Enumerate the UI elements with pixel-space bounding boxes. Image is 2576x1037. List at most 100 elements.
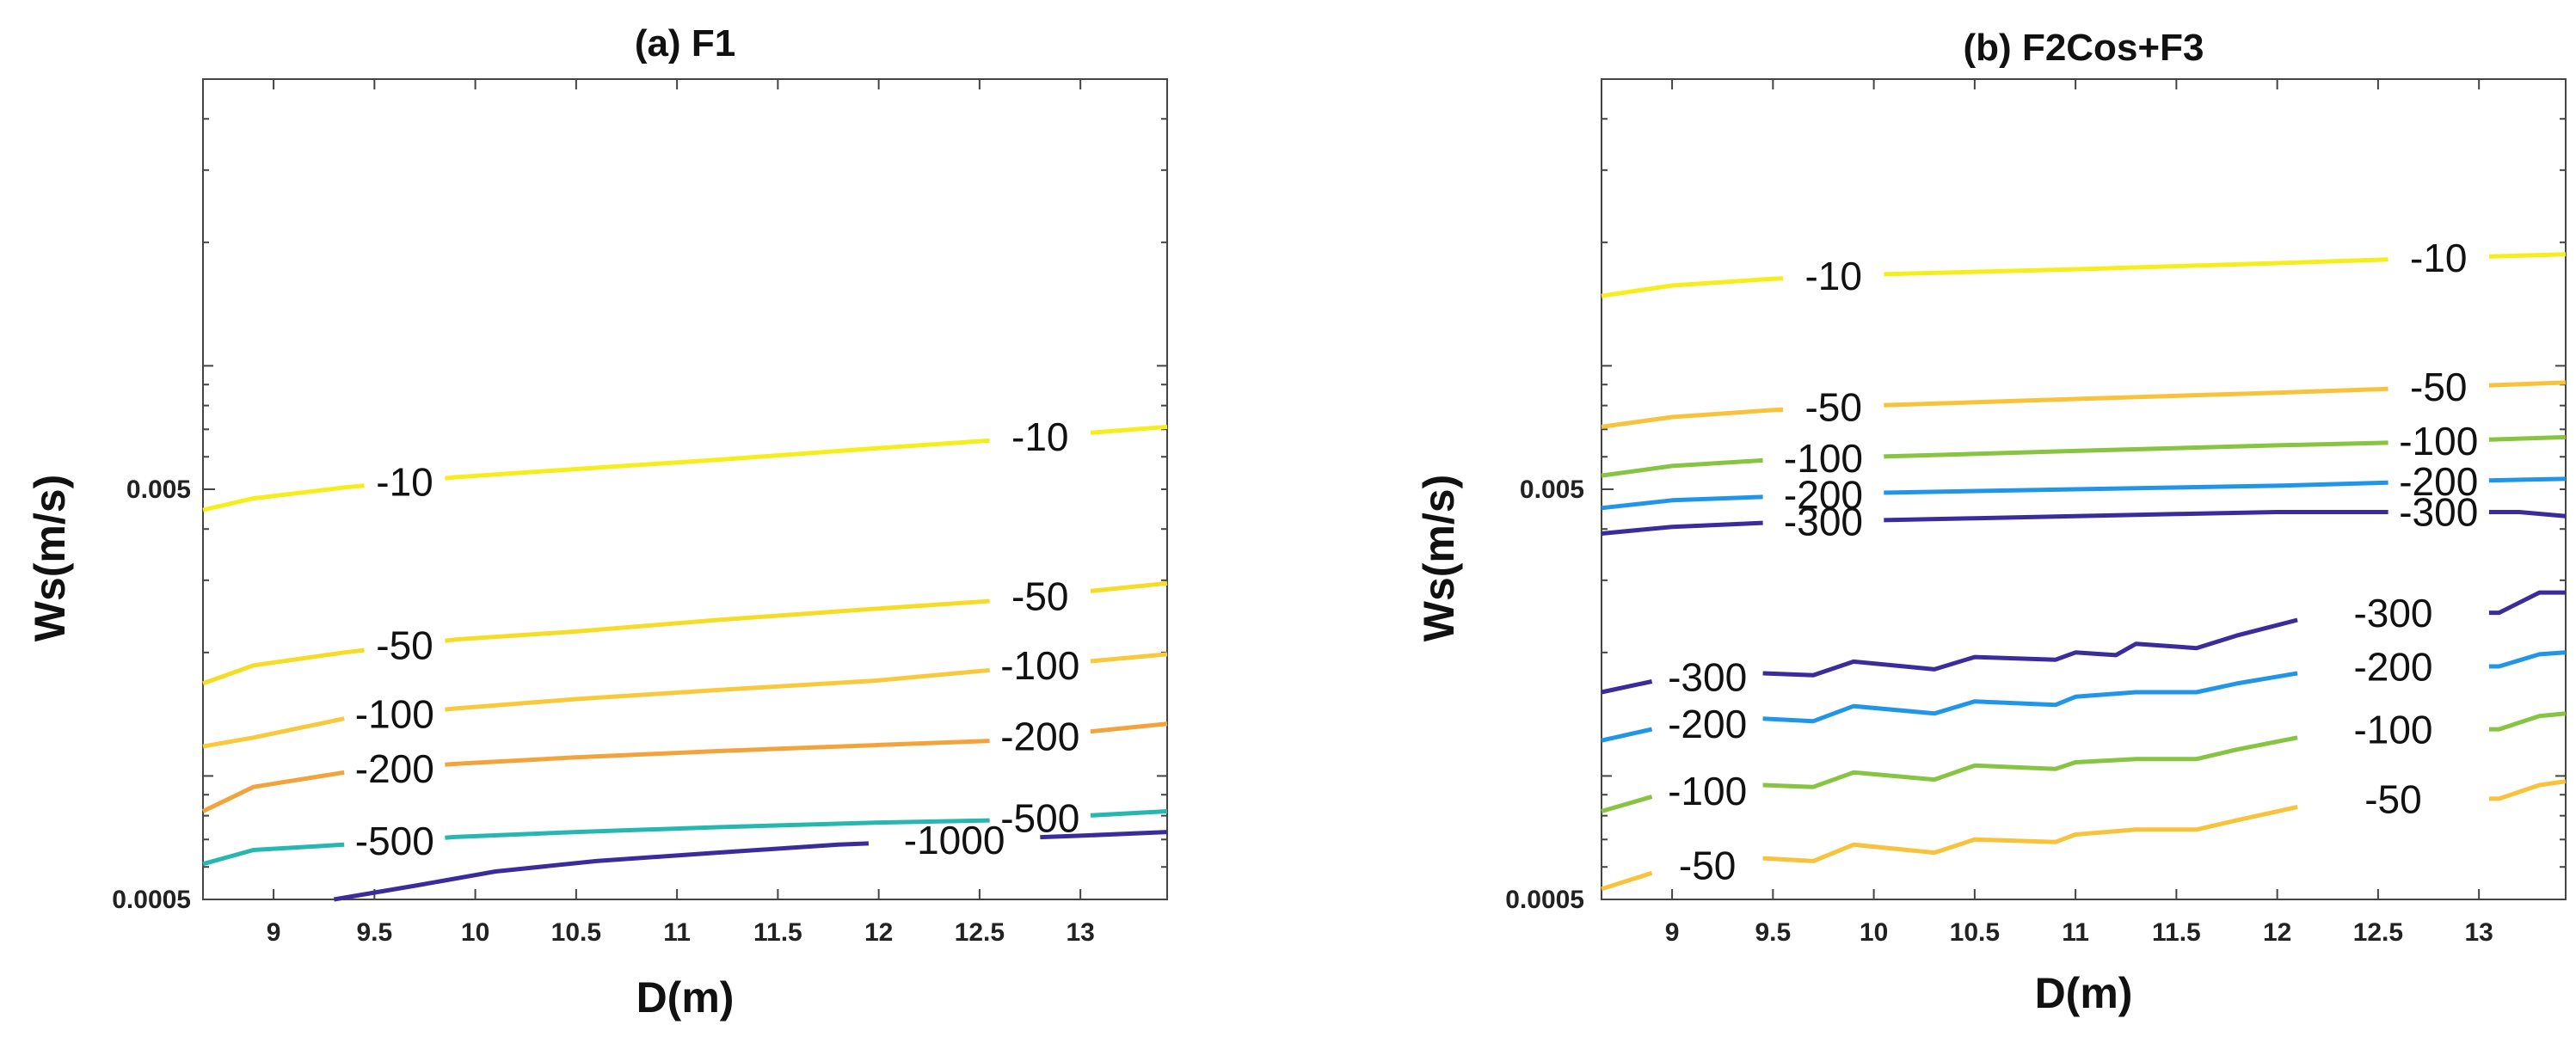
contour-series: -100 -100 xyxy=(202,643,1168,749)
contour-label: -500 xyxy=(1000,795,1079,840)
x-tick-label: 10 xyxy=(1860,918,1888,947)
contour-label: -10 xyxy=(376,459,433,504)
chart-title: (b) F2Cos+F3 xyxy=(1964,27,2204,69)
contour-series: -100 -100 xyxy=(1601,419,2567,481)
plot-area xyxy=(202,78,1168,900)
contour-line xyxy=(1601,795,1653,813)
contour-line xyxy=(445,438,990,481)
contour-label: -200 xyxy=(355,746,434,791)
x-tick-label: 13 xyxy=(1066,918,1094,947)
contour-series: -300 -300 xyxy=(1601,489,2567,543)
contour-series: -200 -200 xyxy=(1601,459,2567,517)
contour-label: -100 xyxy=(2399,419,2478,463)
contour-line xyxy=(1884,510,2388,523)
contour-series: -50 -50 xyxy=(1601,776,2567,892)
contour-line xyxy=(1040,830,1168,840)
contour-line xyxy=(1601,276,1784,298)
contour-line xyxy=(1601,727,1653,743)
contour-line xyxy=(2488,252,2567,259)
contour-line xyxy=(1601,679,1653,695)
x-tick-label: 11 xyxy=(663,918,691,947)
contour-line xyxy=(1884,440,2388,459)
contour-line xyxy=(1601,494,1763,511)
x-tick-label: 12.5 xyxy=(955,918,1005,947)
contour-line xyxy=(445,739,990,767)
y-tick-label: 0.0005 xyxy=(1505,886,1584,914)
x-tick-label: 9 xyxy=(1665,918,1680,947)
contour-series: -1000 xyxy=(333,818,1168,902)
x-axis-label: D(m) xyxy=(2035,969,2133,1017)
contour-line xyxy=(1762,617,2298,678)
contour-label: -10 xyxy=(1011,414,1068,459)
x-tick-label: 12 xyxy=(864,918,893,947)
chart-title: (a) F1 xyxy=(635,22,735,64)
contour-line xyxy=(1090,652,1168,664)
contour-line xyxy=(202,647,365,686)
contour-label: -200 xyxy=(1784,472,1863,517)
x-tick-label: 12.5 xyxy=(2353,918,2403,947)
contour-label: -10 xyxy=(2410,236,2467,280)
contour-label: -100 xyxy=(1784,436,1863,481)
contour-label: -10 xyxy=(1804,254,1861,298)
x-tick-label: 11 xyxy=(2062,918,2089,947)
contour-line xyxy=(1090,809,1168,818)
contour-label: -50 xyxy=(1011,574,1068,618)
contour-line xyxy=(1601,870,1653,892)
contour-series: -10 -10 xyxy=(1601,236,2567,298)
x-tick-label: 10.5 xyxy=(1950,918,2000,947)
contour-label: -50 xyxy=(2364,776,2421,821)
contour-label: -50 xyxy=(1804,385,1861,430)
contour-line xyxy=(2488,510,2567,518)
contour-label: -50 xyxy=(2410,365,2467,409)
contour-line xyxy=(1601,457,1763,478)
panel-b: (b) F2Cos+F3 D(m) Ws(m/s) 9 9.5 10 10.5 11 11.5 1… xyxy=(1415,27,2567,1017)
contour-series: -200 -200 xyxy=(1601,644,2567,746)
contour-series: -100 -100 xyxy=(1601,708,2567,813)
contour-label: -100 xyxy=(1668,769,1747,813)
x-tick-label: 9 xyxy=(267,918,281,947)
contour-label: -300 xyxy=(2399,489,2478,534)
contour-series: -10 -10 xyxy=(202,414,1168,512)
contour-line xyxy=(1090,721,1168,734)
contour-label: -200 xyxy=(2399,459,2478,504)
contour-label: -50 xyxy=(1679,844,1736,888)
contour-label: -300 xyxy=(2353,591,2432,635)
contour-label: -100 xyxy=(1000,643,1079,688)
contour-line xyxy=(1762,735,2298,789)
contour-label: -200 xyxy=(1668,702,1747,746)
contour-series: -300 -300 xyxy=(1601,590,2566,700)
x-tick-label: 11.5 xyxy=(753,918,802,947)
contour-line xyxy=(2488,476,2567,483)
contour-line xyxy=(333,841,869,902)
contour-line xyxy=(202,842,345,867)
y-tick-label: 0.0005 xyxy=(112,886,191,914)
contour-label: -500 xyxy=(355,819,434,863)
contour-label: -1000 xyxy=(904,818,1005,862)
x-tick-label: 11.5 xyxy=(2152,918,2201,947)
y-tick-label: 0.005 xyxy=(126,476,191,504)
contour-line xyxy=(1601,520,1763,536)
contour-line xyxy=(1762,671,2298,724)
contour-line xyxy=(201,770,345,813)
contour-line xyxy=(1090,580,1168,593)
x-tick-label: 9.5 xyxy=(356,918,392,947)
contour-series: -50 -50 xyxy=(1601,365,2567,430)
contour-line xyxy=(1884,386,2388,408)
y-axis-label: Ws(m/s) xyxy=(26,475,74,641)
contour-line xyxy=(202,483,365,512)
contour-line xyxy=(202,716,345,749)
contour-line xyxy=(1884,480,2388,495)
contour-label: -100 xyxy=(355,691,434,736)
panel-a: (a) F1 D(m) Ws(m/s) 9 9.5 10 10.5 11 11.5 12 12.5 1… xyxy=(26,22,1168,1022)
contour-label: -300 xyxy=(1668,655,1747,700)
y-axis-label: Ws(m/s) xyxy=(1415,475,1463,641)
contour-line xyxy=(2488,779,2567,801)
contour-line xyxy=(1601,407,1784,429)
x-tick-label: 9.5 xyxy=(1755,918,1791,947)
x-tick-label: 10 xyxy=(461,918,489,947)
contour-line xyxy=(1884,257,2388,277)
contour-line xyxy=(2488,380,2567,388)
x-tick-label: 13 xyxy=(2464,918,2493,947)
x-tick-label: 12 xyxy=(2263,918,2291,947)
contour-label: -200 xyxy=(2353,644,2432,689)
